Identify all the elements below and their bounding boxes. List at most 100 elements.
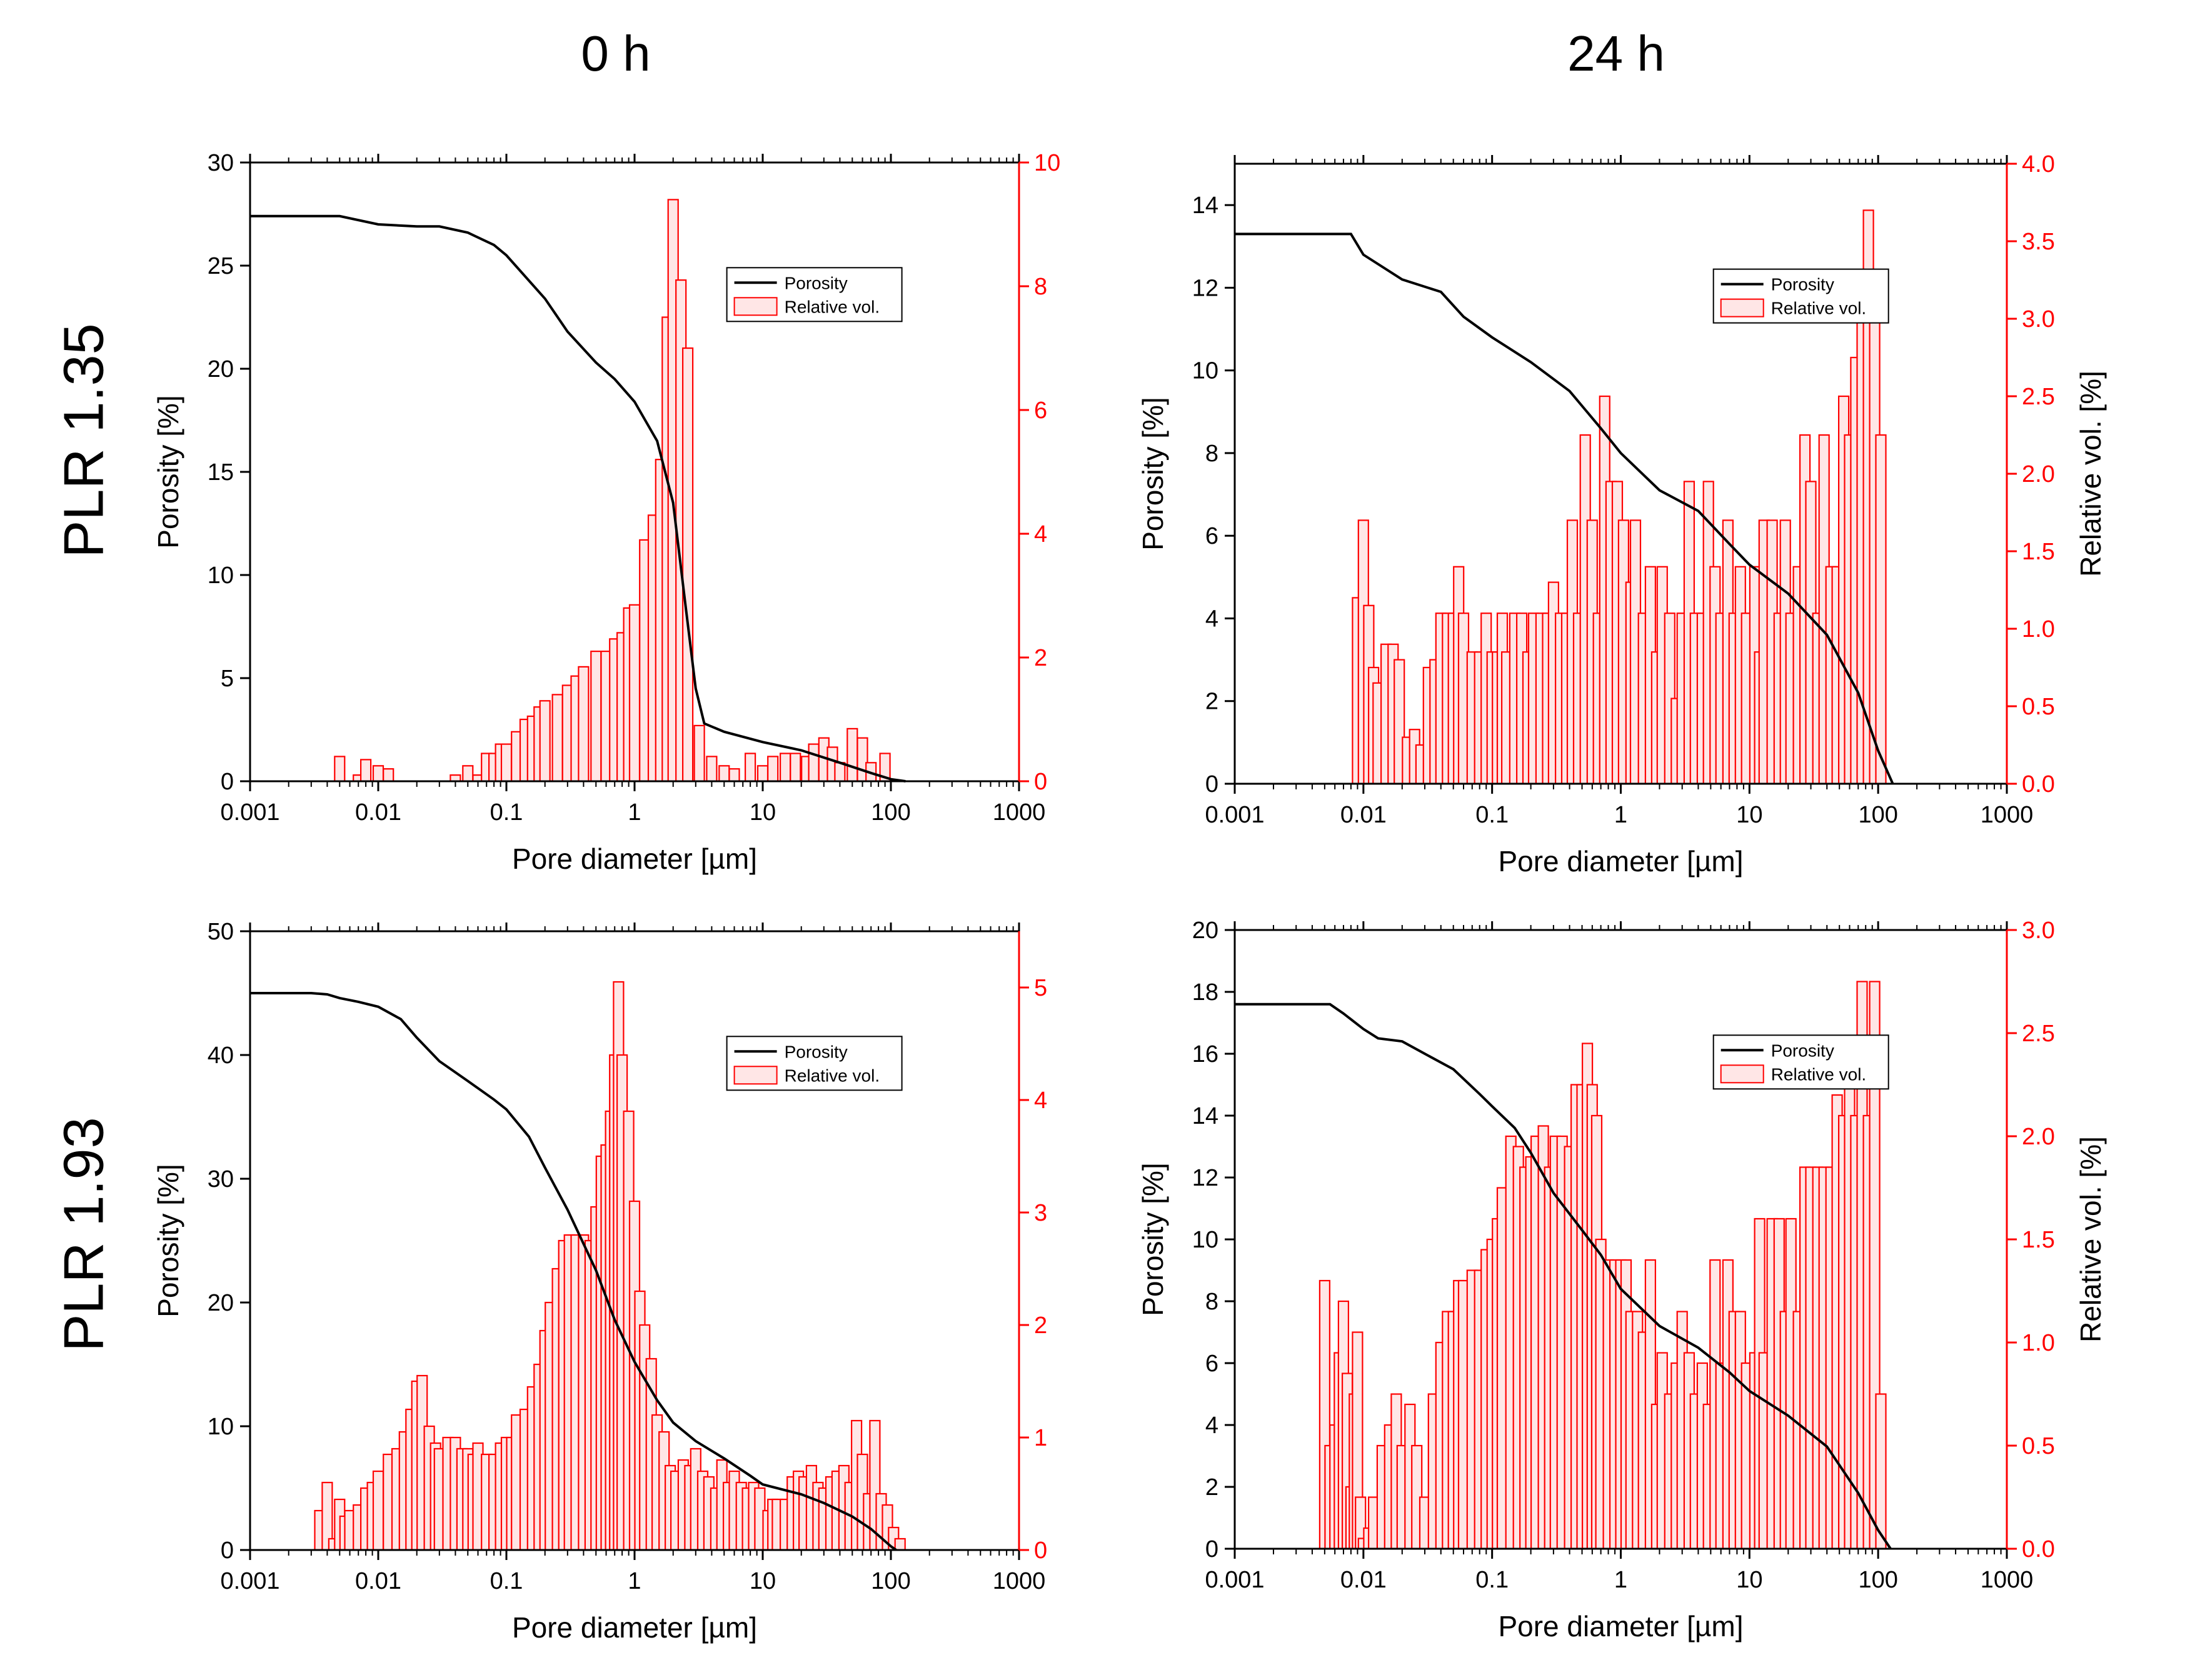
- legend-porosity-label: Porosity: [785, 273, 848, 292]
- y2-tick-label: 0: [1034, 769, 1047, 795]
- x-tick-label: 1: [1614, 802, 1627, 828]
- relative-vol-bar: [728, 768, 740, 782]
- porosity-line: [250, 214, 906, 782]
- y2-tick-label: 2: [1034, 645, 1047, 671]
- y-tick-label: 30: [208, 1166, 234, 1192]
- y-tick-label: 2: [1205, 689, 1218, 715]
- relative-vol-bar: [383, 768, 394, 782]
- y-tick-label: 14: [1192, 1103, 1218, 1129]
- y-tick-label: 6: [1205, 1351, 1218, 1377]
- x-axis-label: Pore diameter [µm]: [1498, 845, 1743, 878]
- relative-vol-bar: [808, 743, 820, 782]
- relative-vol-bar: [372, 765, 384, 782]
- y-tick-label: 30: [208, 150, 234, 176]
- x-tick-label: 10: [1736, 1567, 1762, 1593]
- relative-vol-bar: [779, 752, 791, 782]
- x-tick-label: 0.01: [1340, 1567, 1387, 1593]
- relative-vol-bar: [894, 1538, 906, 1551]
- y-tick-label: 16: [1192, 1041, 1218, 1068]
- porosity-line: [1235, 232, 1894, 784]
- y-tick-label: 6: [1205, 523, 1218, 549]
- x-tick-label: 1000: [1981, 802, 2034, 828]
- x-tick-label: 1: [628, 1568, 641, 1594]
- porosity-line: [1235, 1002, 1892, 1550]
- x-tick-label: 1000: [993, 1568, 1046, 1594]
- relative-vol-bar: [681, 347, 694, 782]
- x-tick-label: 0.001: [220, 1568, 279, 1594]
- y2-axis-label: Relative vol. [%]: [2074, 371, 2107, 577]
- y2-tick-label: 1.0: [2022, 616, 2055, 642]
- y-tick-label: 20: [1192, 918, 1218, 944]
- y-tick-label: 20: [208, 356, 234, 382]
- row-title-plr193: PLR 1.93: [53, 1117, 116, 1352]
- x-tick-label: 0.1: [1475, 802, 1509, 828]
- y2-tick-label: 1: [1034, 1425, 1047, 1451]
- x-tick-label: 0.1: [490, 799, 523, 826]
- x-tick-label: 10: [750, 799, 776, 826]
- x-tick-label: 100: [1858, 1567, 1897, 1593]
- chart-plr193-0h: 0.001 0.01 0.1 1 10 100 1000 0 10 20 30 40 50 0 1 2 3 4 5 P…: [152, 919, 1047, 1644]
- y2-tick-label: 4: [1034, 1088, 1047, 1114]
- y-tick-label: 0: [1205, 1536, 1218, 1562]
- y-axis-label: Porosity [%]: [152, 1164, 184, 1317]
- y2-tick-label: 2: [1034, 1312, 1047, 1339]
- x-tick-label: 1000: [1981, 1567, 2034, 1593]
- legend-relative-label: Relative vol.: [1771, 1064, 1867, 1084]
- y2-tick-label: 2.0: [2022, 461, 2055, 488]
- y-tick-label: 14: [1192, 192, 1218, 219]
- y-tick-label: 0: [1205, 771, 1218, 798]
- relative-vol-bar: [628, 604, 641, 782]
- legend-porosity-label: Porosity: [785, 1042, 848, 1061]
- y2-tick-label: 1.5: [2022, 539, 2055, 565]
- x-tick-label: 0.001: [1205, 1567, 1264, 1593]
- x-tick-label: 0.001: [220, 799, 279, 826]
- y-tick-label: 2: [1205, 1474, 1218, 1501]
- y-tick-label: 8: [1205, 1289, 1218, 1315]
- y2-tick-label: 4.0: [2022, 151, 2055, 178]
- y2-tick-label: 3.5: [2022, 229, 2055, 255]
- legend-porosity-label: Porosity: [1771, 1041, 1834, 1060]
- x-tick-label: 10: [1736, 802, 1762, 828]
- legend-relative-swatch: [1720, 298, 1764, 318]
- x-tick-label: 0.01: [355, 799, 401, 826]
- y-tick-label: 10: [208, 1414, 234, 1440]
- relative-vol-bar: [578, 666, 590, 782]
- chart-plr135-0h: 0.001 0.01 0.1 1 10 100 1000 0 5 10 15 20 25 30 0 2 4 6 8 1…: [152, 150, 1060, 875]
- y2-tick-label: 3.0: [2022, 918, 2055, 944]
- relative-vol-bar: [462, 765, 474, 782]
- y2-tick-label: 5: [1034, 975, 1047, 1001]
- x-tick-label: 0.01: [1340, 802, 1387, 828]
- relative-vol-bar: [360, 759, 372, 782]
- y-axis-label: Porosity [%]: [152, 395, 184, 548]
- chart-plr193-24h: 0.001 0.01 0.1 1 10 100 1000 0 2 4 6 8 10 12 14 16 18 20 0…: [1137, 918, 2107, 1642]
- y2-tick-label: 0: [1034, 1538, 1047, 1564]
- relative-vol-bar: [590, 650, 602, 782]
- col-title-24h: 24 h: [1567, 26, 1665, 81]
- relative-vol-bar: [334, 756, 346, 782]
- x-tick-label: 1: [628, 799, 641, 826]
- row-title-plr135: PLR 1.35: [53, 323, 116, 558]
- x-tick-label: 100: [1858, 802, 1897, 828]
- x-axis-label: Pore diameter [µm]: [1498, 1610, 1743, 1642]
- y2-tick-label: 0.5: [2022, 694, 2055, 720]
- y-tick-label: 5: [221, 666, 234, 692]
- y2-tick-label: 6: [1034, 398, 1047, 424]
- y-tick-label: 8: [1205, 441, 1218, 467]
- y-tick-label: 4: [1205, 606, 1218, 632]
- chart-plr135-24h: 0.001 0.01 0.1 1 10 100 1000 0 2 4 6 8 10 12 14 0.0 0.5 1…: [1137, 151, 2107, 878]
- y2-axis-label: Relative vol. [%]: [2074, 1136, 2107, 1342]
- y2-tick-label: 3: [1034, 1200, 1047, 1226]
- porosity-line: [250, 992, 897, 1551]
- y-tick-label: 15: [208, 459, 234, 486]
- x-axis-label: Pore diameter [µm]: [512, 842, 757, 875]
- y-axis-label: Porosity [%]: [1137, 1162, 1169, 1316]
- relative-vol-bar: [767, 756, 779, 782]
- y2-tick-label: 0.0: [2022, 1536, 2055, 1562]
- y-tick-label: 10: [1192, 1227, 1218, 1253]
- y-tick-label: 0: [221, 1538, 234, 1564]
- y2-tick-label: 4: [1034, 521, 1047, 548]
- x-tick-label: 1000: [993, 799, 1046, 826]
- y2-tick-label: 2.5: [2022, 384, 2055, 410]
- relative-vol-bar: [372, 1470, 384, 1551]
- y-axis-label: Porosity [%]: [1137, 397, 1169, 550]
